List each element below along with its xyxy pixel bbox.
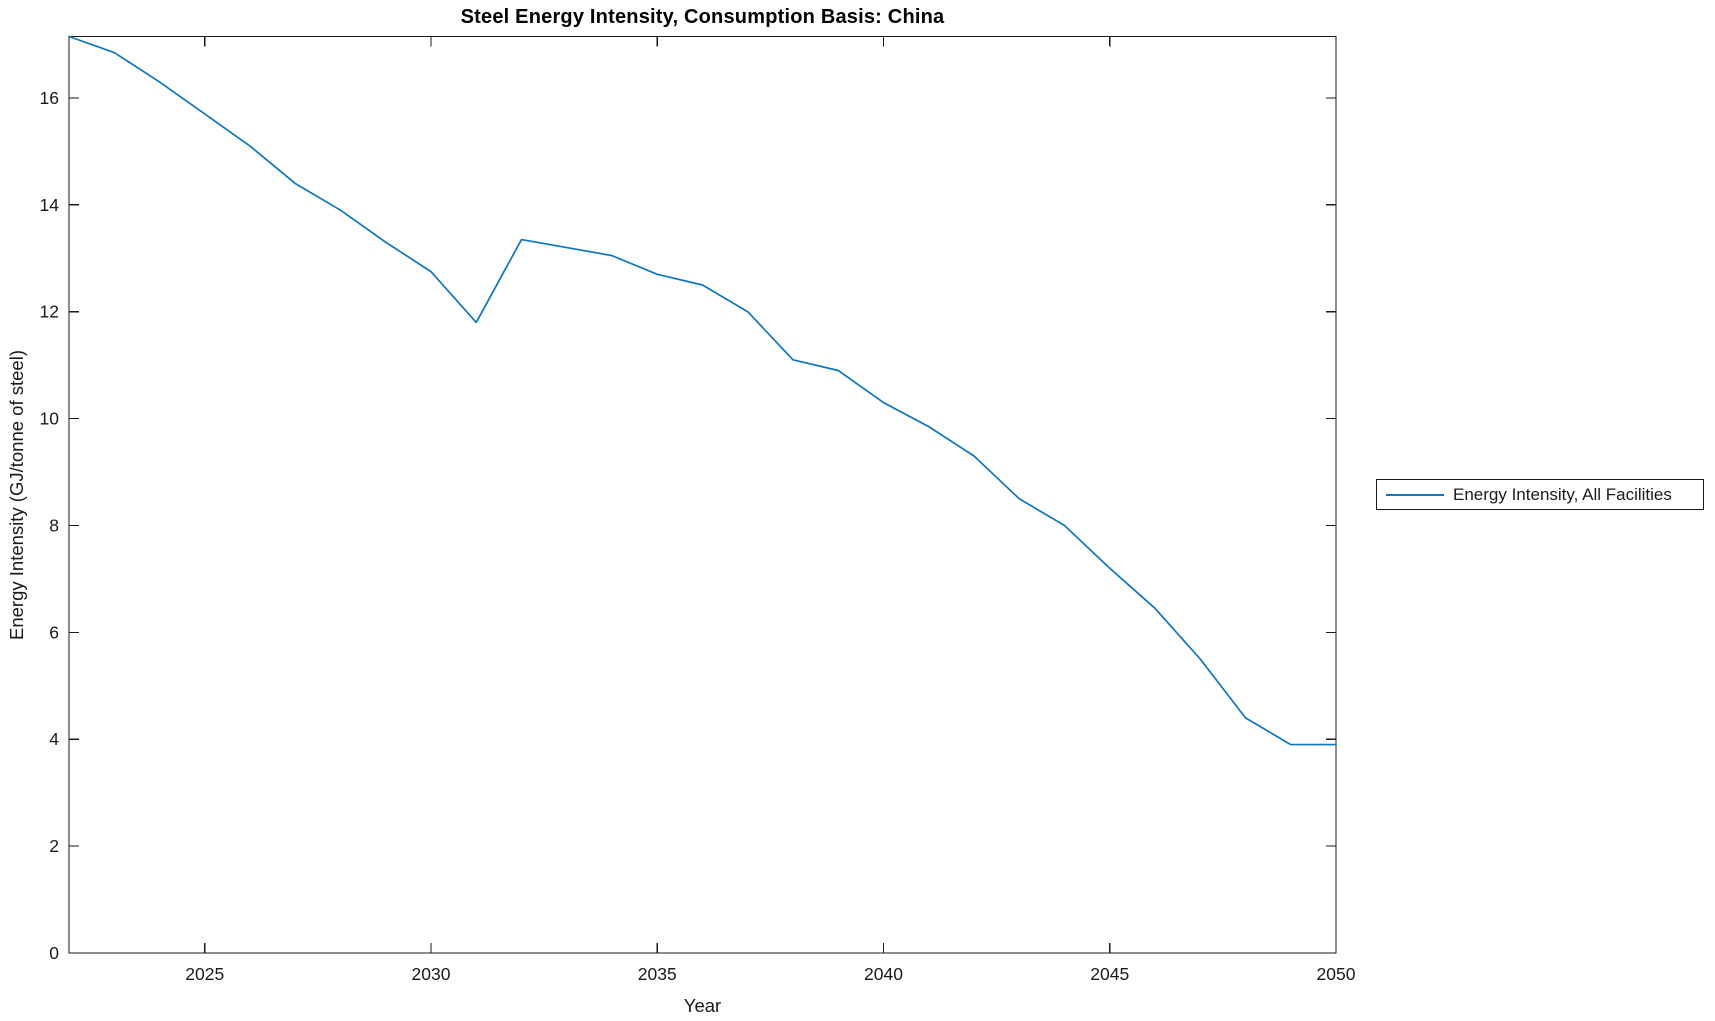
y-axis-label: Energy Intensity (GJ/tonne of steel): [6, 350, 27, 640]
y-tick-label: 2: [49, 836, 59, 856]
x-tick-label: 2035: [638, 964, 677, 984]
y-tick-label: 4: [49, 729, 59, 749]
legend-label: Energy Intensity, All Facilities: [1453, 484, 1672, 504]
y-tick-label: 6: [49, 622, 59, 642]
y-tick-label: 8: [49, 515, 59, 535]
x-tick-label: 2025: [185, 964, 224, 984]
legend-line-sample: [1386, 493, 1444, 496]
x-tick-label: 2030: [412, 964, 451, 984]
legend: Energy Intensity, All Facilities: [1376, 479, 1704, 510]
x-axis-label: Year: [683, 995, 722, 1016]
chart-title: Steel Energy Intensity, Consumption Basi…: [460, 6, 945, 28]
y-tick-label: 14: [40, 195, 60, 215]
y-tick-label: 10: [40, 409, 60, 429]
axes-box: [68, 35, 1337, 954]
x-tick-label: 2040: [864, 964, 903, 984]
y-tick-label: 0: [49, 943, 59, 963]
energy-intensity-line: [68, 35, 1337, 746]
y-tick-label: 16: [40, 88, 59, 108]
x-tick-label: 2050: [1317, 964, 1356, 984]
y-tick-label: 12: [40, 302, 59, 322]
x-tick-label: 2045: [1090, 964, 1129, 984]
